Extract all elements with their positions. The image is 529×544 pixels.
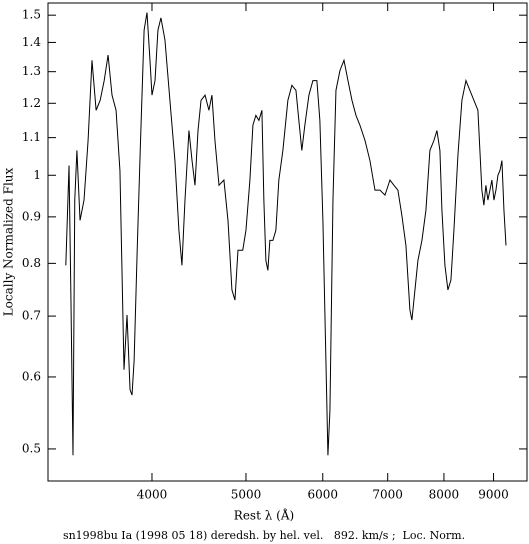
y-tick-label: 0.6	[22, 369, 41, 383]
y-tick-label: 0.8	[22, 256, 41, 270]
x-tick-label: 4000	[137, 488, 168, 502]
y-tick-label: 0.7	[22, 309, 41, 323]
y-tick-label: 0.5	[22, 441, 41, 455]
y-tick-label: 1.3	[22, 64, 41, 78]
x-tick-label: 8000	[429, 488, 460, 502]
y-tick-label: 1.4	[22, 35, 41, 49]
y-axis-label: Locally Normalized Flux	[2, 167, 16, 316]
y-tick-label: 1.2	[22, 96, 41, 110]
y-tick-label: 1	[33, 168, 41, 182]
footer: sn1998bu Ia (1998 05 18) deredsh. by hel…	[63, 529, 465, 542]
x-tick-label: 6000	[307, 488, 338, 502]
y-tick-label: 1.5	[22, 8, 41, 22]
x-tick-label: 7000	[372, 488, 403, 502]
x-tick-label: 9000	[478, 488, 509, 502]
y-tick-label: 1.1	[22, 130, 41, 144]
plot-frame	[47, 2, 528, 482]
y-tick-label: 0.9	[22, 209, 41, 223]
x-axis-label: Rest λ (Å)	[234, 508, 294, 523]
x-tick-label: 5000	[231, 488, 262, 502]
spectrum-line	[65, 12, 507, 456]
